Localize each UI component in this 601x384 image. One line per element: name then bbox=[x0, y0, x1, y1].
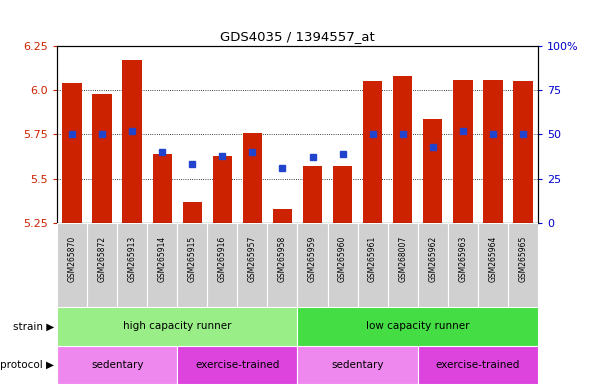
Bar bbox=[358, 223, 388, 307]
Text: sedentary: sedentary bbox=[91, 360, 144, 370]
Text: GSM265916: GSM265916 bbox=[218, 235, 227, 281]
Text: low capacity runner: low capacity runner bbox=[366, 321, 469, 331]
Bar bbox=[57, 346, 177, 384]
Bar bbox=[267, 223, 297, 307]
Bar bbox=[297, 307, 538, 346]
Bar bbox=[177, 223, 207, 307]
Text: GSM265965: GSM265965 bbox=[519, 235, 527, 282]
Text: GSM265915: GSM265915 bbox=[188, 235, 197, 281]
Text: GSM265964: GSM265964 bbox=[489, 235, 497, 282]
Text: strain ▶: strain ▶ bbox=[13, 321, 54, 331]
Bar bbox=[513, 81, 532, 223]
Bar bbox=[478, 223, 508, 307]
Bar bbox=[123, 60, 142, 223]
Bar bbox=[393, 76, 412, 223]
Bar bbox=[297, 223, 328, 307]
Text: GSM268007: GSM268007 bbox=[398, 235, 407, 281]
Text: GSM265870: GSM265870 bbox=[68, 235, 76, 281]
Bar bbox=[423, 119, 442, 223]
Bar bbox=[273, 209, 292, 223]
Text: sedentary: sedentary bbox=[331, 360, 384, 370]
Text: GSM265913: GSM265913 bbox=[128, 235, 136, 281]
Bar bbox=[207, 223, 237, 307]
Bar bbox=[93, 94, 112, 223]
Bar bbox=[418, 223, 448, 307]
Bar bbox=[63, 83, 82, 223]
Bar bbox=[418, 346, 538, 384]
Bar bbox=[483, 79, 502, 223]
Bar bbox=[333, 166, 352, 223]
Title: GDS4035 / 1394557_at: GDS4035 / 1394557_at bbox=[220, 30, 375, 43]
Text: GSM265959: GSM265959 bbox=[308, 235, 317, 282]
Bar bbox=[237, 223, 267, 307]
Bar bbox=[297, 346, 418, 384]
Text: GSM265963: GSM265963 bbox=[459, 235, 467, 282]
Bar bbox=[87, 223, 117, 307]
Bar bbox=[303, 166, 322, 223]
Bar bbox=[243, 132, 262, 223]
Text: high capacity runner: high capacity runner bbox=[123, 321, 231, 331]
Bar bbox=[213, 156, 232, 223]
Bar bbox=[453, 79, 472, 223]
Bar bbox=[147, 223, 177, 307]
Text: exercise-trained: exercise-trained bbox=[436, 360, 520, 370]
Text: GSM265960: GSM265960 bbox=[338, 235, 347, 282]
Bar bbox=[183, 202, 202, 223]
Bar bbox=[328, 223, 358, 307]
Text: GSM265962: GSM265962 bbox=[429, 235, 437, 281]
Bar bbox=[363, 81, 382, 223]
Text: GSM265872: GSM265872 bbox=[98, 235, 106, 281]
Text: GSM265958: GSM265958 bbox=[278, 235, 287, 281]
Bar bbox=[57, 223, 87, 307]
Bar bbox=[508, 223, 538, 307]
Bar bbox=[57, 307, 297, 346]
Text: protocol ▶: protocol ▶ bbox=[0, 360, 54, 370]
Bar bbox=[177, 346, 297, 384]
Text: GSM265957: GSM265957 bbox=[248, 235, 257, 282]
Bar bbox=[448, 223, 478, 307]
Text: GSM265961: GSM265961 bbox=[368, 235, 377, 281]
Bar bbox=[117, 223, 147, 307]
Text: GSM265914: GSM265914 bbox=[158, 235, 166, 281]
Bar bbox=[153, 154, 172, 223]
Bar bbox=[388, 223, 418, 307]
Text: exercise-trained: exercise-trained bbox=[195, 360, 279, 370]
